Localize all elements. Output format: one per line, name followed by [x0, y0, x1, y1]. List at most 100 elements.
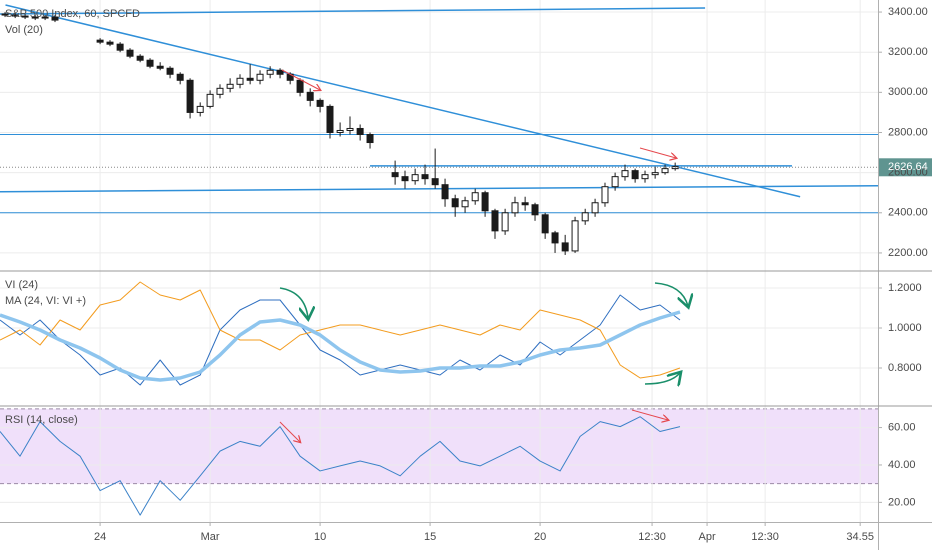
- moving-average-line: [0, 310, 681, 382]
- candle-body: [186, 79, 194, 113]
- candle-body: [651, 172, 659, 176]
- annotation-arrow: [279, 287, 308, 318]
- y-tick-label: 2800.00: [888, 126, 928, 138]
- candle-body: [336, 129, 344, 133]
- x-tick-label: Apr: [699, 531, 716, 543]
- annotation-arrow: [279, 421, 300, 442]
- candle-body: [96, 39, 104, 43]
- candle-body: [441, 184, 449, 200]
- candle-body: [631, 170, 639, 180]
- candle-body: [611, 176, 619, 188]
- legend-label: RSI (14, close): [5, 414, 78, 426]
- annotation-layer: [279, 69, 688, 442]
- x-tick-label: 34.55: [846, 531, 874, 543]
- candle-body: [166, 67, 174, 75]
- annotation-arrow: [644, 373, 680, 384]
- annotation-arrow: [631, 409, 668, 420]
- grid-layer: [0, 0, 878, 522]
- last-price-box: [879, 158, 932, 177]
- trend-line: [5, 4, 801, 198]
- candle-body: [401, 176, 409, 182]
- candle-body: [316, 99, 324, 107]
- x-tick-label: Mar: [201, 531, 220, 543]
- chart-title: S&P 500 Index, 60, SPCFD: [5, 8, 140, 20]
- candle-body: [51, 16, 59, 21]
- candle-body: [541, 214, 549, 234]
- candle-body: [11, 14, 19, 17]
- candle-body: [491, 210, 499, 232]
- candle-body: [196, 105, 204, 113]
- candle-body: [561, 242, 569, 252]
- candle-body: [391, 172, 399, 178]
- trend-line: [0, 184, 878, 193]
- data-layer: [0, 4, 878, 516]
- candle-body: [661, 168, 669, 174]
- candle-body: [306, 91, 314, 101]
- candle-body: [621, 170, 629, 178]
- candle-body: [246, 77, 254, 81]
- x-tick-label: 24: [94, 531, 106, 543]
- candle-body: [31, 16, 39, 19]
- candle-body: [431, 178, 439, 186]
- candle-body: [511, 202, 519, 214]
- candle-body: [326, 105, 334, 133]
- pane: [0, 416, 681, 516]
- y-tick-label: 3400.00: [888, 6, 928, 18]
- y-tick-label: 3200.00: [888, 46, 928, 58]
- candle-body: [471, 192, 479, 202]
- candle-body: [216, 87, 224, 95]
- candle-body: [226, 83, 234, 89]
- candle-body: [146, 59, 154, 67]
- x-tick-label: 15: [424, 531, 436, 543]
- annotation-arrow: [654, 282, 688, 306]
- candle-body: [356, 127, 364, 135]
- y-tick-label: 2400.00: [888, 207, 928, 219]
- y-tick-label: 60.00: [888, 421, 916, 433]
- legend-label: MA (24, VI: VI +): [5, 295, 86, 307]
- last-price-label: 2626.64: [888, 161, 928, 173]
- candle-body: [461, 200, 469, 208]
- band: [0, 408, 878, 484]
- candle-body: [531, 204, 539, 216]
- candle-body: [571, 220, 579, 252]
- y-tick-label: 2600.00: [888, 167, 928, 179]
- candle-body: [136, 55, 144, 61]
- candle-body: [126, 49, 134, 57]
- candle-body: [1, 13, 9, 16]
- legend-label: VI (24): [5, 279, 38, 291]
- y-tick-label: 40.00: [888, 459, 916, 471]
- candle-body: [276, 69, 284, 75]
- candle-body: [551, 232, 559, 244]
- candle-body: [176, 73, 184, 81]
- candle-body: [236, 77, 244, 85]
- annotation-arrow: [639, 147, 676, 158]
- y-tick-label: 0.8000: [888, 362, 922, 374]
- candle-body: [366, 133, 374, 144]
- indicator-line: [0, 281, 681, 379]
- y-tick-label: 2200.00: [888, 247, 928, 259]
- candle-body: [156, 65, 164, 69]
- candle-body: [266, 69, 274, 75]
- candle-body: [41, 16, 49, 19]
- pane: [0, 281, 681, 386]
- candle-body: [601, 186, 609, 204]
- candle-body: [451, 198, 459, 208]
- candle-body: [106, 41, 114, 45]
- candle-body: [501, 212, 509, 232]
- x-tick-label: 12:30: [751, 531, 779, 543]
- candle-body: [116, 43, 124, 51]
- candle-body: [411, 174, 419, 182]
- candle-body: [641, 174, 649, 180]
- y-tick-label: 20.00: [888, 496, 916, 508]
- indicator-line: [0, 294, 681, 386]
- x-tick-label: 12:30: [638, 531, 666, 543]
- candle-body: [206, 93, 214, 107]
- trend-line: [0, 7, 706, 15]
- annotation-arrow: [281, 69, 320, 90]
- candle-body: [421, 174, 429, 180]
- candle-body: [591, 202, 599, 214]
- y-tick-label: 1.2000: [888, 282, 922, 294]
- text-layer: S&P 500 Index, 60, SPCFD Vol (20) 2200.0…: [5, 6, 928, 543]
